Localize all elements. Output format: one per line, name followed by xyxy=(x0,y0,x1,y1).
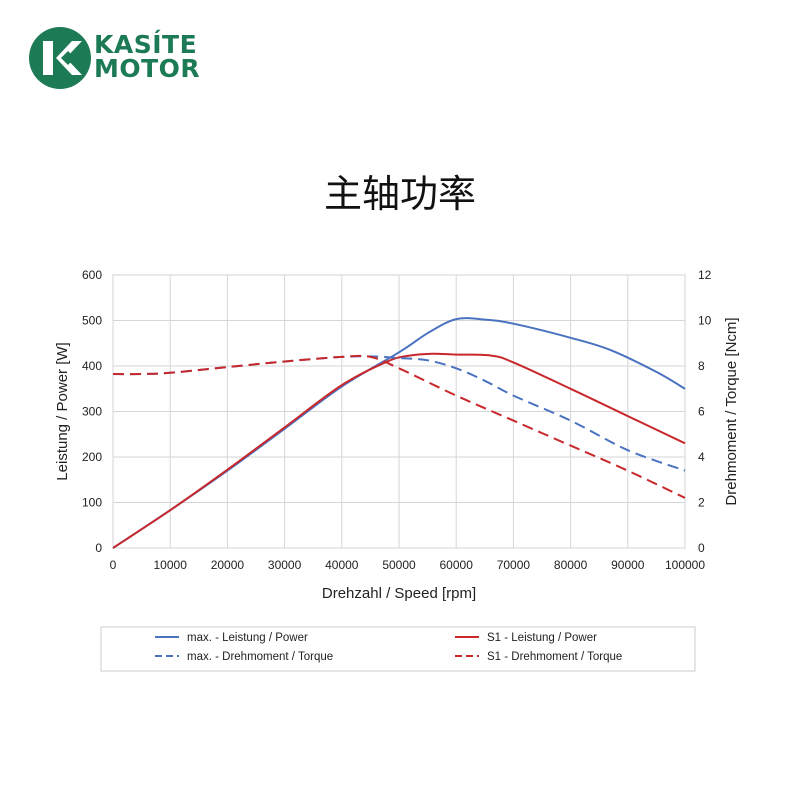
chart-legend: max. - Leistung / Power S1 - Leistung / P… xyxy=(155,632,622,663)
x-tick-label: 50000 xyxy=(382,558,416,572)
legend-max-torque-label: max. - Drehmoment / Torque xyxy=(187,651,333,663)
power-torque-chart: 0 10000 20000 30000 40000 50000 60000 70000 8000… xyxy=(54,268,740,672)
series-s1-power-line xyxy=(112,352,686,549)
x-tick-label: 60000 xyxy=(440,558,474,572)
y2-tick-label: 4 xyxy=(698,450,705,464)
x-tick-label: 100000 xyxy=(665,558,705,572)
legend-max-power-label: max. - Leistung / Power xyxy=(187,632,308,644)
x-tick-label: 40000 xyxy=(325,558,359,572)
legend-box xyxy=(100,626,696,672)
chart-ticks: 0 10000 20000 30000 40000 50000 60000 70000 8000… xyxy=(82,268,712,572)
page-title: 主轴功率 xyxy=(323,172,476,216)
chart-grid xyxy=(112,274,686,549)
x-tick-label: 70000 xyxy=(497,558,531,572)
y-tick-label: 0 xyxy=(95,541,102,555)
y-axis-title: Leistung / Power [W] xyxy=(54,342,71,480)
x-tick-label: 30000 xyxy=(268,558,302,572)
series-s1-torque-line xyxy=(112,354,686,499)
brand-name-line1: KASÍTE xyxy=(94,30,198,59)
brand-name-line2: MOTOR xyxy=(94,54,201,83)
chart-series xyxy=(112,317,686,549)
brand-name: KASÍTE MOTOR xyxy=(94,30,201,83)
x-tick-label: 10000 xyxy=(154,558,188,572)
y2-tick-label: 8 xyxy=(698,359,705,373)
y2-tick-label: 0 xyxy=(698,541,705,555)
y2-tick-label: 6 xyxy=(698,405,705,419)
y2-axis-title: Drehmoment / Torque [Ncm] xyxy=(723,317,740,505)
x-axis-title: Drehzahl / Speed [rpm] xyxy=(322,585,476,602)
y-tick-label: 600 xyxy=(82,268,102,282)
y-tick-label: 400 xyxy=(82,359,102,373)
y-tick-label: 100 xyxy=(82,496,102,510)
legend-s1-torque-label: S1 - Drehmoment / Torque xyxy=(487,651,622,663)
kasite-k-logo-icon xyxy=(29,27,91,89)
y-tick-label: 300 xyxy=(82,405,102,419)
x-tick-label: 20000 xyxy=(211,558,245,572)
y2-tick-label: 10 xyxy=(698,314,712,328)
y2-tick-label: 2 xyxy=(698,496,705,510)
x-tick-label: 90000 xyxy=(611,558,645,572)
y-tick-label: 500 xyxy=(82,314,102,328)
y2-tick-label: 12 xyxy=(698,268,712,282)
x-tick-label: 80000 xyxy=(554,558,588,572)
x-tick-label: 0 xyxy=(110,558,117,572)
y-tick-label: 200 xyxy=(82,450,102,464)
legend-s1-power-label: S1 - Leistung / Power xyxy=(487,632,597,644)
